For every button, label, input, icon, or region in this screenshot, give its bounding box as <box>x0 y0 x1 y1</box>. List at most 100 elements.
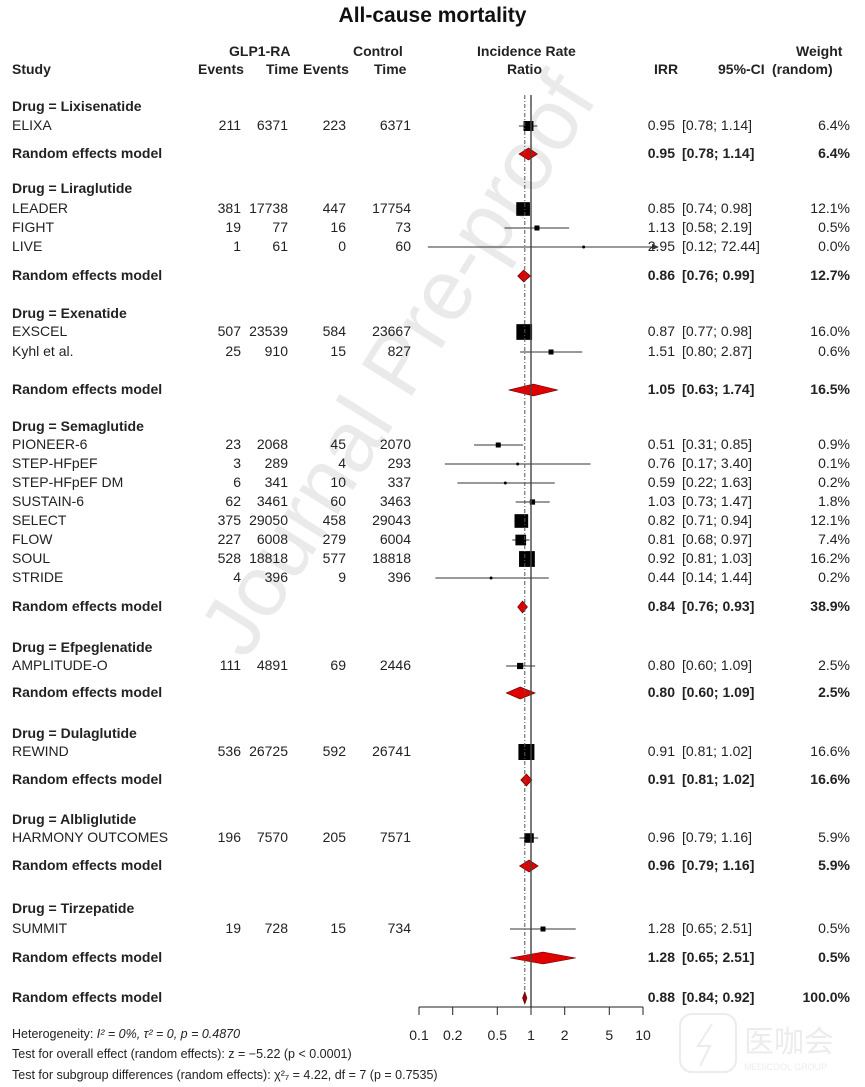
weight-value: 0.5% <box>818 949 850 965</box>
pooled-diamond <box>509 951 576 965</box>
events-treat: 111 <box>219 657 241 673</box>
time-control: 2446 <box>379 657 411 673</box>
study-name: REWIND <box>12 743 69 759</box>
time-control: 60 <box>395 238 411 254</box>
events-control: 205 <box>322 829 346 845</box>
weight-value: 12.7% <box>810 267 850 283</box>
ci-value: [0.58; 2.19] <box>682 219 753 235</box>
ci-arrow-icon <box>652 244 659 250</box>
group-label: Drug = Semaglutide <box>12 418 144 434</box>
ci-value: [0.81; 1.02] <box>682 771 755 787</box>
header-time-treat: Time <box>266 61 299 77</box>
irr-value: 1.03 <box>647 493 675 509</box>
header-weight: Weight <box>796 43 843 59</box>
events-control: 4 <box>338 455 346 471</box>
point-estimate <box>503 481 507 485</box>
irr-value: 0.87 <box>647 323 675 339</box>
study-name: SUMMIT <box>12 920 68 936</box>
chart-title: All-cause mortality <box>338 4 527 27</box>
irr-value: 0.85 <box>647 200 675 216</box>
study-name: SELECT <box>12 512 67 528</box>
group-label: Drug = Lixisenatide <box>12 98 142 114</box>
events-treat: 211 <box>218 117 241 133</box>
ci-value: [0.78; 1.14] <box>682 117 753 133</box>
time-treat: 61 <box>272 238 288 254</box>
time-control: 73 <box>395 219 411 235</box>
weight-value: 12.1% <box>810 200 850 216</box>
header-weight-random: (random) <box>772 61 833 77</box>
group-label: Drug = Efpeglenatide <box>12 639 153 655</box>
pooled-label: Random effects model <box>12 771 163 787</box>
subgroup-test-text: Test for subgroup differences (random ef… <box>12 1068 438 1082</box>
irr-value: 0.82 <box>647 512 675 528</box>
events-control: 69 <box>330 657 346 673</box>
header-ci: 95%-CI <box>718 61 765 77</box>
weight-value: 5.9% <box>818 857 850 873</box>
study-name: SUSTAIN-6 <box>12 493 85 509</box>
weight-value: 100.0% <box>802 989 850 1005</box>
time-control: 6004 <box>379 531 411 547</box>
time-treat: 728 <box>264 920 288 936</box>
overall-effect-text: Test for overall effect (random effects)… <box>12 1047 352 1061</box>
time-treat: 29050 <box>249 512 288 528</box>
x-tick-label: 10 <box>635 1027 651 1043</box>
ci-value: [0.71; 0.94] <box>682 512 753 528</box>
pooled-diamond <box>520 773 533 787</box>
study-name: LIVE <box>12 238 43 254</box>
weight-value: 1.8% <box>818 493 850 509</box>
pooled-diamond <box>517 269 531 283</box>
header-control-group: Control <box>353 43 403 59</box>
events-control: 16 <box>330 219 346 235</box>
irr-value: 0.59 <box>647 474 675 490</box>
point-estimate <box>519 551 535 567</box>
ci-value: [0.12; 72.44] <box>682 238 760 254</box>
irr-value: 0.86 <box>647 267 675 283</box>
irr-value: 1.05 <box>647 381 675 397</box>
ci-value: [0.77; 0.98] <box>682 323 753 339</box>
irr-value: 0.80 <box>647 684 675 700</box>
irr-value: 0.96 <box>647 829 675 845</box>
ci-value: [0.17; 3.40] <box>682 455 753 471</box>
ci-value: [0.14; 1.44] <box>682 569 753 585</box>
point-estimate <box>495 442 501 448</box>
logo-text: 医咖会 <box>744 1026 834 1059</box>
pooled-diamond <box>518 859 539 873</box>
x-tick-label: 1 <box>527 1027 535 1043</box>
events-control: 45 <box>330 436 346 452</box>
ci-value: [0.65; 2.51] <box>682 949 755 965</box>
irr-value: 1.51 <box>647 343 675 359</box>
irr-value: 0.51 <box>647 436 675 452</box>
point-estimate <box>514 514 529 528</box>
ci-value: [0.22; 1.63] <box>682 474 753 490</box>
ci-value: [0.73; 1.47] <box>682 493 753 509</box>
ci-value: [0.80; 2.87] <box>682 343 753 359</box>
events-control: 279 <box>322 531 346 547</box>
ci-value: [0.74; 0.98] <box>682 200 753 216</box>
events-treat: 62 <box>225 493 241 509</box>
events-control: 458 <box>322 512 346 528</box>
time-control: 26741 <box>372 743 411 759</box>
pooled-label: Random effects model <box>12 381 163 397</box>
irr-value: 0.88 <box>647 989 675 1005</box>
group-label: Drug = Albliglutide <box>12 811 137 827</box>
point-estimate <box>534 225 540 231</box>
weight-value: 0.6% <box>818 343 850 359</box>
header-plot-line2: Ratio <box>507 61 542 77</box>
weight-value: 6.4% <box>818 117 850 133</box>
irr-value: 0.44 <box>647 569 675 585</box>
ci-value: [0.76; 0.93] <box>682 598 755 614</box>
time-treat: 6371 <box>256 117 288 133</box>
time-control: 18818 <box>372 550 411 566</box>
group-label: Drug = Dulaglutide <box>12 725 137 741</box>
events-control: 15 <box>330 343 346 359</box>
group-label: Drug = Tirzepatide <box>12 900 135 916</box>
study-name: SOUL <box>12 550 51 566</box>
time-control: 734 <box>387 920 411 936</box>
time-control: 827 <box>387 343 411 359</box>
events-control: 223 <box>322 117 346 133</box>
events-treat: 381 <box>217 200 241 216</box>
events-treat: 3 <box>233 455 241 471</box>
pooled-diamond <box>505 686 537 700</box>
time-control: 6371 <box>379 117 411 133</box>
pooled-label: Random effects model <box>12 598 163 614</box>
